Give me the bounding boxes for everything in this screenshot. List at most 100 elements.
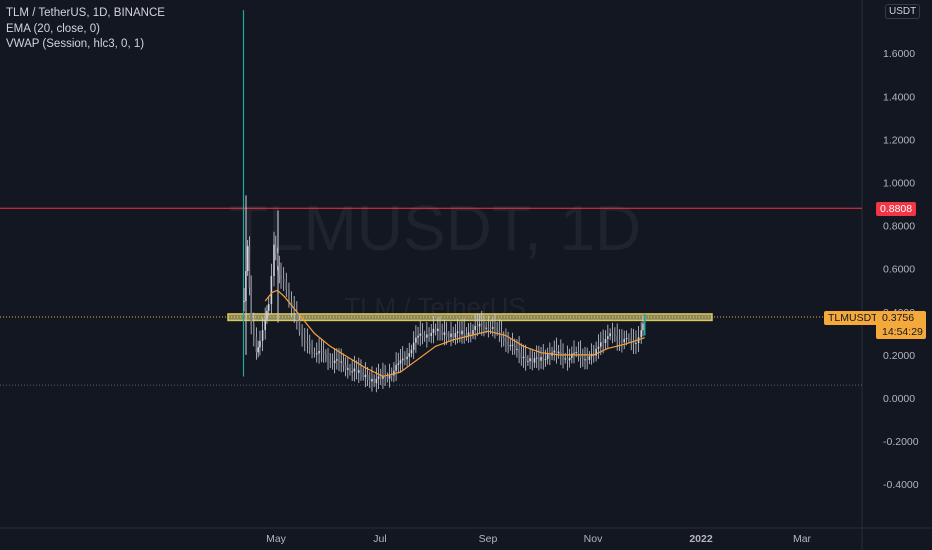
- red-level-price-label: 0.8808: [876, 202, 917, 216]
- candle-body: [555, 350, 558, 354]
- candle-body: [257, 347, 259, 353]
- candle-body: [360, 370, 362, 373]
- y-tick-label: 1.4000: [883, 91, 915, 103]
- candle-body: [338, 359, 340, 363]
- ema-line: [264, 289, 645, 378]
- candle-body: [303, 340, 306, 342]
- candle-body: [502, 337, 505, 342]
- candle-body: [293, 308, 296, 313]
- y-tick-label: -0.4000: [883, 479, 919, 491]
- y-tick-label: 0.2000: [883, 350, 915, 362]
- candle-body: [566, 358, 569, 361]
- candle-body: [437, 328, 439, 332]
- candle-body: [544, 359, 547, 361]
- candle-body: [478, 323, 481, 327]
- candle-body: [535, 357, 538, 359]
- candle-body: [568, 357, 571, 361]
- candle-body: [298, 320, 301, 332]
- candle-body: [351, 371, 353, 373]
- candle-body: [384, 375, 386, 378]
- candle-body: [614, 334, 616, 337]
- candle-body: [318, 350, 320, 354]
- candle-body: [327, 358, 329, 362]
- candle-body: [441, 330, 444, 336]
- candle-body: [399, 360, 402, 364]
- candle-body: [259, 340, 261, 348]
- candle-body: [428, 334, 430, 337]
- candle-body: [415, 337, 417, 343]
- candle-body: [388, 375, 391, 379]
- currency-unit-button[interactable]: USDT: [885, 4, 921, 19]
- candle-body: [252, 324, 255, 337]
- legend-vwap[interactable]: VWAP (Session, hlc3, 0, 1): [6, 38, 145, 50]
- candle-body: [248, 246, 251, 288]
- candle-body: [529, 358, 531, 362]
- candle-body: [621, 341, 623, 343]
- candle-body: [349, 368, 351, 373]
- price-axis-panel[interactable]: [862, 0, 932, 550]
- symbol-price-tag: TLMUSDT: [824, 311, 882, 325]
- candle-body: [395, 364, 397, 371]
- legend-ema[interactable]: EMA (20, close, 0): [6, 22, 100, 35]
- candle-body: [509, 345, 512, 347]
- candle-body: [342, 361, 345, 366]
- candle-body: [390, 375, 393, 377]
- candle-body: [463, 330, 465, 334]
- current-price-label: 0.3756 14:54:29: [876, 311, 926, 339]
- candle-body: [382, 375, 384, 379]
- candle-body: [267, 304, 270, 311]
- candle-body: [311, 347, 313, 353]
- x-tick-label: 2022: [689, 533, 713, 545]
- watermark-symbol: TLMUSDT, 1D: [229, 192, 642, 264]
- candle-body: [465, 333, 468, 336]
- candle-body: [571, 353, 573, 358]
- candle-body: [616, 336, 619, 341]
- candle-body: [597, 346, 600, 349]
- candle-body: [469, 332, 472, 335]
- y-tick-label: 1.0000: [883, 178, 915, 190]
- candle-body: [467, 332, 470, 336]
- candle-body: [584, 359, 586, 361]
- current-price: 0.3756: [882, 312, 915, 324]
- y-tick-label: 1.2000: [883, 134, 915, 146]
- candle-body: [546, 354, 549, 360]
- candle-body: [393, 370, 395, 376]
- candle-body: [618, 340, 621, 342]
- candle-body: [397, 363, 400, 365]
- candle-body: [401, 358, 404, 361]
- legend-title[interactable]: TLM / TetherUS, 1D, BINANCE: [6, 7, 165, 19]
- candle-body: [577, 352, 580, 354]
- candle-body: [386, 377, 389, 379]
- candle-body: [489, 327, 492, 329]
- candle-body: [602, 342, 604, 344]
- candle-body: [527, 361, 529, 363]
- x-tick-label: Nov: [584, 533, 603, 545]
- candle-body: [439, 328, 441, 331]
- candle-body: [432, 328, 435, 333]
- candle-body: [340, 361, 343, 363]
- candle-body: [607, 336, 609, 339]
- candle-body: [371, 378, 373, 382]
- candle-body: [456, 331, 459, 333]
- candle-body: [487, 327, 490, 329]
- candle-body: [377, 376, 380, 379]
- candle-body: [313, 352, 316, 354]
- y-tick-label: 0.8000: [883, 221, 915, 233]
- candle-body: [266, 310, 268, 320]
- candle-body: [308, 343, 311, 348]
- candle-body: [419, 333, 422, 336]
- candle-body: [410, 349, 413, 354]
- candle-body: [245, 270, 247, 302]
- candle-body: [600, 342, 602, 347]
- candle-body: [434, 328, 437, 332]
- candle-body: [625, 338, 628, 340]
- x-tick-label: May: [266, 533, 287, 545]
- x-tick-label: Jul: [373, 533, 386, 545]
- horizontal-lines: [0, 207, 862, 386]
- candle-body: [443, 332, 446, 336]
- candle-body: [243, 301, 245, 303]
- candle-body: [362, 372, 364, 378]
- candle-body: [346, 368, 349, 370]
